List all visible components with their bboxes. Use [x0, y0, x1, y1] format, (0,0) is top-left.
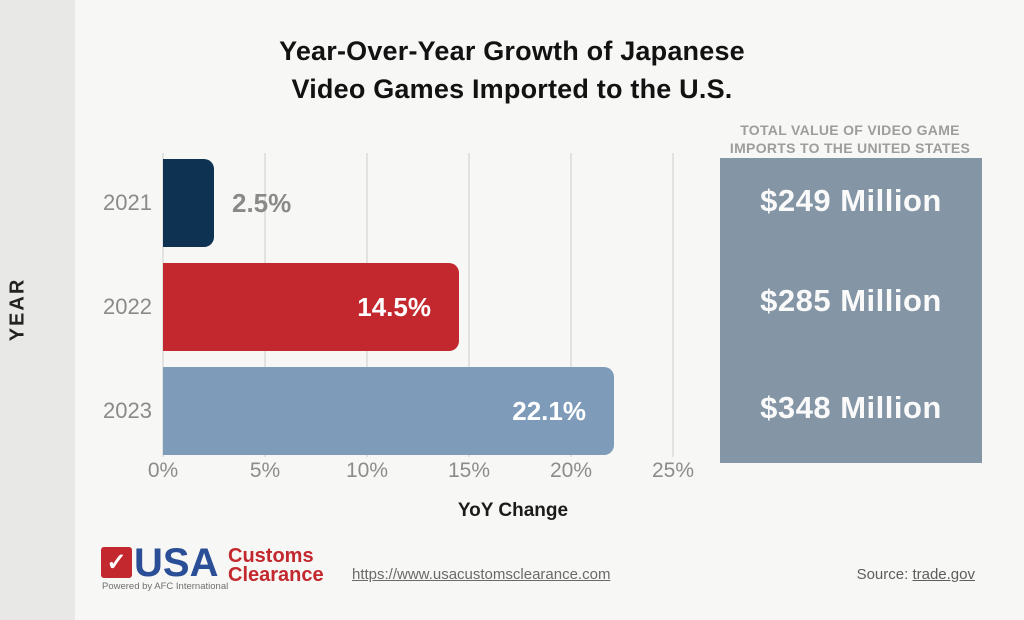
- x-tick-5: 25%: [651, 459, 695, 482]
- logo-powered-by-text: Powered by AFC International: [102, 581, 229, 592]
- usa-customs-clearance-logo: ✓ USA Customs Clearance Powered by AFC I…: [100, 541, 330, 594]
- bar-2021: [163, 159, 214, 247]
- category-label-2021: 2021: [103, 190, 152, 215]
- y-axis-title: YEAR: [6, 277, 29, 342]
- x-tick-3: 15%: [447, 459, 491, 482]
- value-label-2022: 14.5%: [357, 291, 431, 322]
- logo-clearance-line: Clearance: [228, 564, 324, 586]
- logo-customs-clearance-text: Customs Clearance: [228, 545, 324, 586]
- gridline-20pct: [570, 153, 572, 457]
- x-tick-4: 20%: [549, 459, 593, 482]
- value-label-2021: 2.5%: [232, 187, 292, 218]
- y-axis-strip: YEAR: [0, 0, 75, 620]
- import-value-2021: $249 Million: [760, 183, 942, 218]
- gridline-15pct: [468, 153, 470, 457]
- side-panel-box: $249 Million $285 Million $348 Million: [720, 158, 982, 463]
- checkmark-icon: ✓: [101, 547, 132, 578]
- source-link[interactable]: trade.gov: [912, 566, 975, 583]
- category-label-2022: 2022: [103, 294, 152, 319]
- import-value-2023: $348 Million: [760, 390, 942, 425]
- chart-title: Year-Over-Year Growth of Japanese Video …: [75, 32, 949, 108]
- bar-2023: [163, 367, 614, 455]
- logo-customs-line: Customs: [228, 545, 314, 567]
- side-panel-header-line1: TOTAL VALUE OF VIDEO GAME: [740, 122, 960, 138]
- website-link[interactable]: https://www.usacustomsclearance.com: [352, 566, 611, 583]
- value-label-2023: 22.1%: [512, 395, 586, 426]
- side-panel-header-line2: IMPORTS TO THE UNITED STATES: [729, 140, 971, 156]
- x-axis-title: YoY Change: [457, 500, 569, 521]
- x-tick-0: 0%: [147, 459, 179, 482]
- logo-usa-text: USA: [134, 541, 219, 585]
- x-tick-1: 5%: [249, 459, 281, 482]
- gridline-25pct: [672, 153, 674, 457]
- source-label: Source:: [856, 566, 913, 583]
- chart-title-line2: Video Games Imported to the U.S.: [291, 74, 733, 104]
- source-attribution: Source: trade.gov: [760, 566, 975, 583]
- x-tick-2: 10%: [345, 459, 389, 482]
- category-label-2023: 2023: [103, 398, 152, 423]
- import-value-2022: $285 Million: [760, 283, 942, 318]
- bar-2022: [163, 263, 459, 351]
- chart-title-line1: Year-Over-Year Growth of Japanese: [279, 36, 745, 66]
- side-panel-header: TOTAL VALUE OF VIDEO GAME IMPORTS TO THE…: [689, 121, 1011, 157]
